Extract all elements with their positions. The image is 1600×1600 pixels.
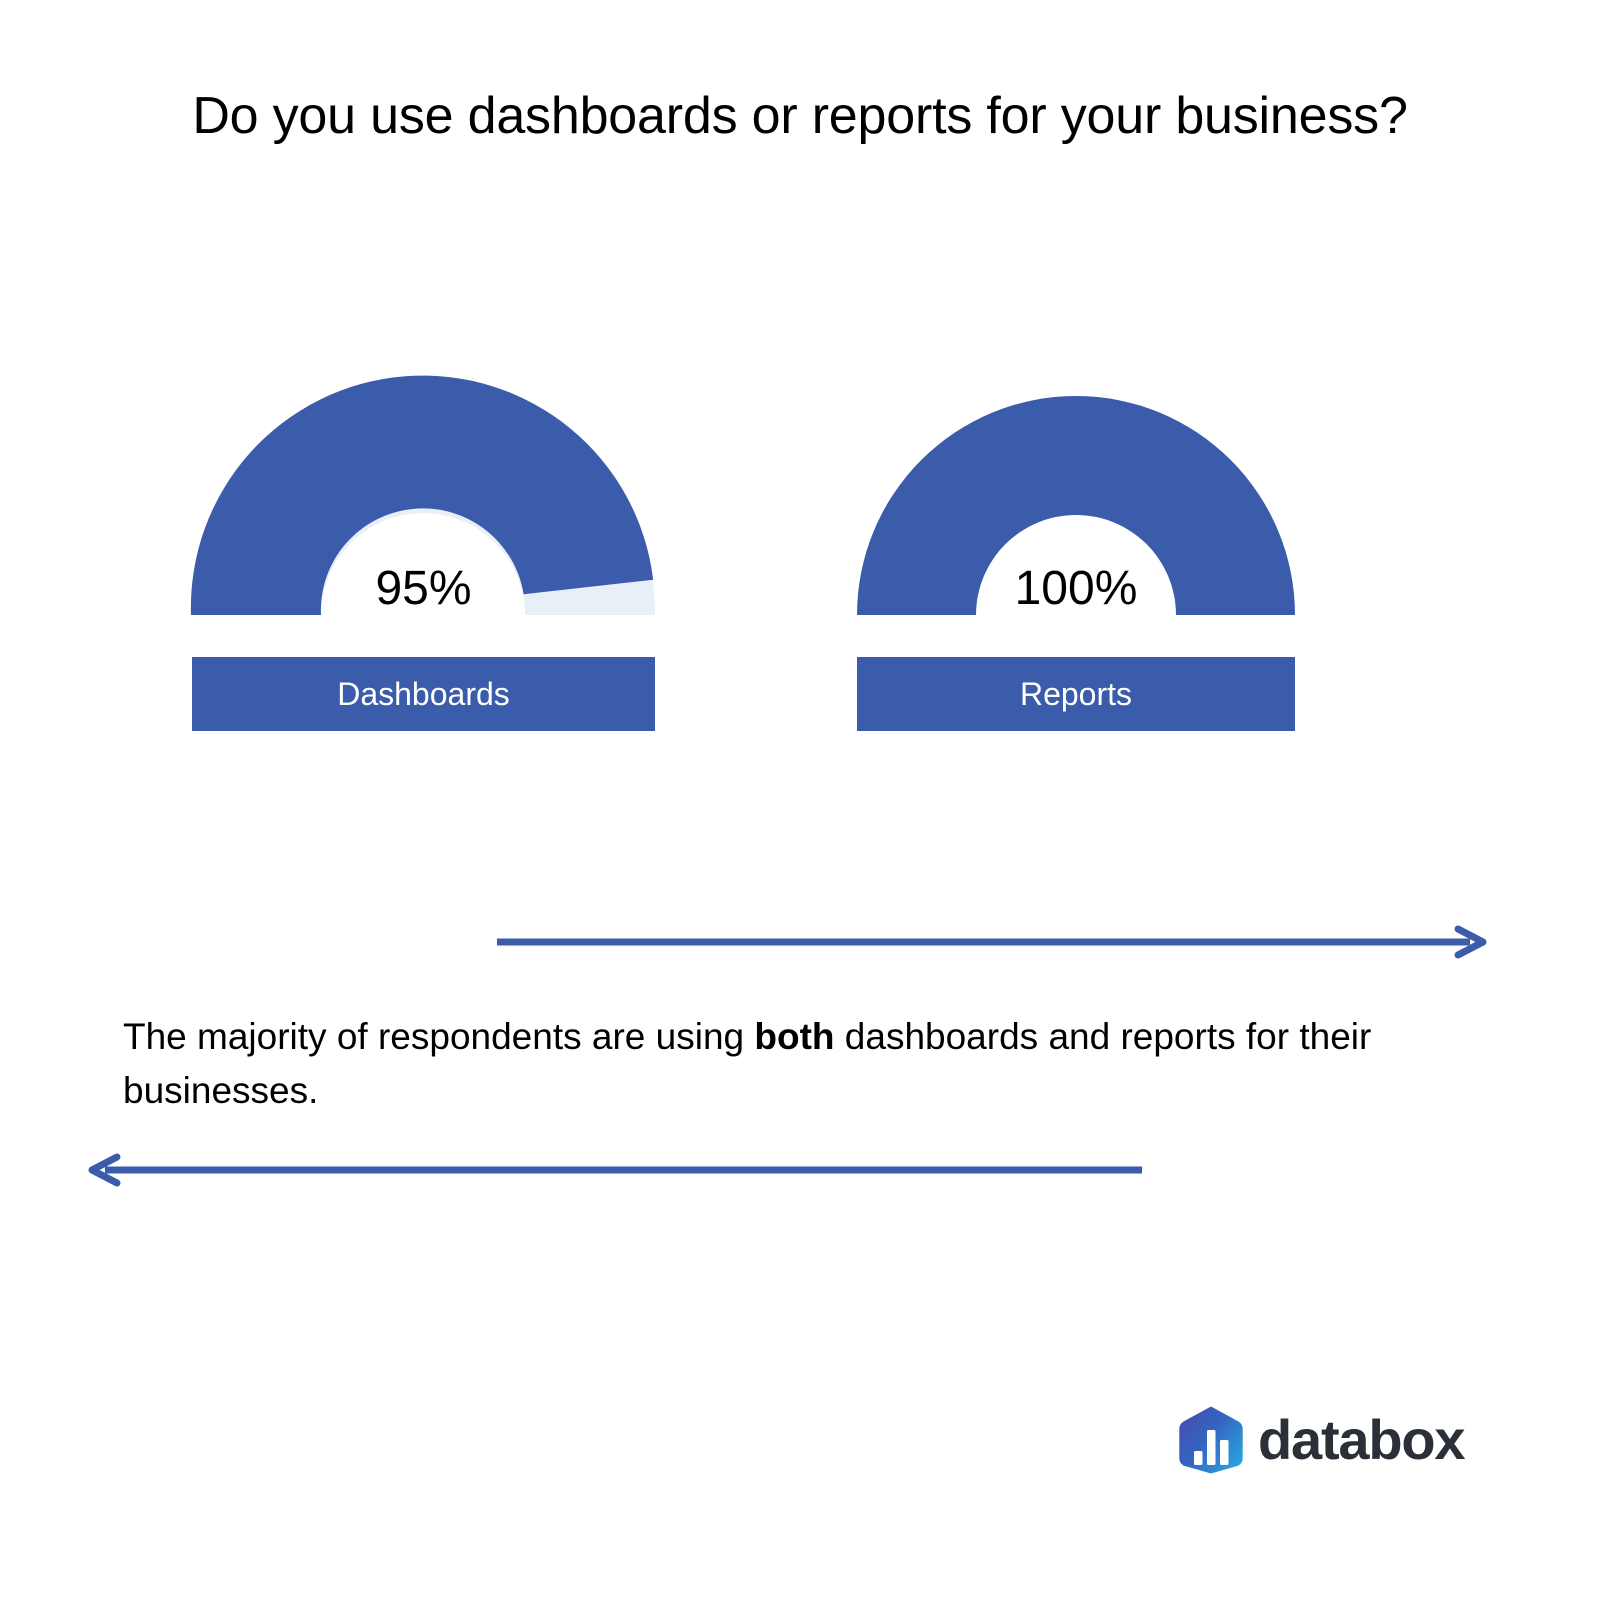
page-title: Do you use dashboards or reports for you… xyxy=(192,87,1408,145)
gauge-reports-value-label: 100% xyxy=(1014,562,1138,615)
gauge-reports-track xyxy=(857,396,1295,615)
gauge-dashboards-value-arc xyxy=(190,375,654,615)
caption-part-1: The majority of respondents are using xyxy=(123,1016,755,1057)
caption-part-2: dashboards and reports for their busines… xyxy=(123,1016,1372,1111)
gauge-reports-name-bar: Reports xyxy=(857,657,1295,731)
databox-hexagon-bar-chart-icon xyxy=(1179,1406,1243,1474)
gauge-dashboards-track xyxy=(191,383,655,615)
gauge-dashboards xyxy=(190,375,655,615)
gauge-reports xyxy=(857,396,1295,615)
databox-logo: databox xyxy=(1178,1404,1466,1476)
gauge-dashboards-name: Dashboards xyxy=(337,676,510,712)
gauge-dashboards-value-label: 95% xyxy=(375,562,472,615)
caption-emphasis: both xyxy=(754,1016,835,1057)
gauge-dashboards-name-bar: Dashboards xyxy=(192,657,655,731)
arrow-right-icon xyxy=(497,925,1487,959)
gauge-reports-value-arc xyxy=(857,396,1295,615)
gauge-reports-name: Reports xyxy=(1019,676,1133,712)
caption-text: The majority of respondents are using bo… xyxy=(123,1010,1453,1117)
databox-wordmark: databox xyxy=(1258,1408,1466,1471)
arrow-left-icon xyxy=(88,1153,1142,1187)
